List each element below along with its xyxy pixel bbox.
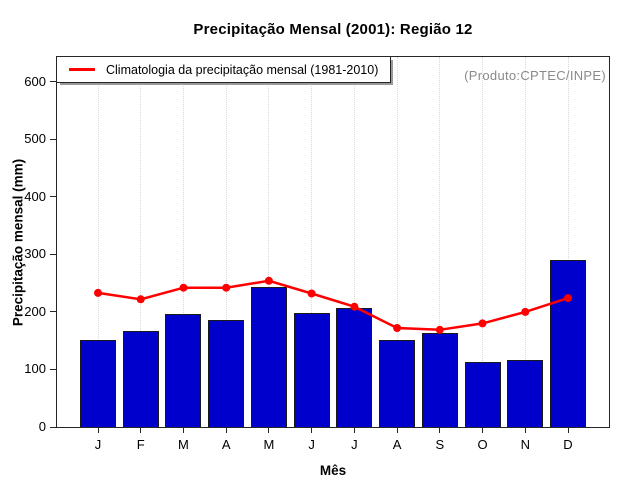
y-tick-label-200: 200 [24, 303, 46, 319]
gridline-O-9 [482, 57, 484, 427]
chart-title: Precipitação Mensal (2001): Região 12 [193, 21, 473, 38]
bar-A-3 [208, 320, 245, 427]
x-tick-M-2 [182, 427, 184, 433]
gridline-A-7 [396, 57, 398, 427]
x-tick-J-0 [97, 427, 99, 433]
y-tick-label-500: 500 [24, 131, 46, 147]
y-tick-label-100: 100 [24, 361, 46, 377]
bar-J-0 [80, 340, 116, 427]
bar-J-6 [336, 308, 373, 427]
x-tick-O-9 [482, 427, 484, 433]
bar-F-1 [122, 331, 159, 427]
x-tick-label-F-1: F [136, 437, 145, 452]
x-tick-label-D-11: D [563, 437, 573, 452]
bar-S-8 [421, 333, 458, 427]
legend-line-swatch [69, 68, 95, 71]
x-axis-title: Mês [319, 463, 347, 478]
y-tick-0 [50, 426, 56, 428]
x-tick-label-J-0: J [94, 437, 102, 452]
gridline-F-1 [140, 57, 142, 427]
gridline-M-2 [182, 57, 184, 427]
x-tick-label-S-8: S [435, 437, 445, 452]
bar-J-5 [293, 313, 330, 427]
gridline-A-3 [225, 57, 227, 427]
gridline-J-0 [97, 57, 99, 427]
legend-label: Climatologia da precipitação mensal (198… [106, 62, 379, 77]
x-tick-J-6 [353, 427, 355, 433]
y-tick-400 [50, 196, 56, 198]
gridline-D-11 [567, 57, 569, 427]
gridline-N-10 [524, 57, 526, 427]
legend: Climatologia da precipitação mensal (198… [56, 56, 392, 83]
bar-M-2 [165, 314, 202, 427]
x-tick-label-O-9: O [477, 437, 488, 452]
x-tick-S-8 [439, 427, 441, 433]
bar-M-4 [250, 287, 287, 427]
x-tick-label-J-6: J [351, 437, 358, 452]
y-tick-label-600: 600 [24, 73, 46, 89]
x-tick-D-11 [567, 427, 569, 433]
x-tick-label-A-7: A [392, 437, 402, 452]
y-tick-label-400: 400 [24, 188, 46, 204]
bar-D-11 [550, 260, 586, 427]
gridline-S-8 [439, 57, 441, 427]
bar-A-7 [379, 340, 416, 427]
y-tick-label-0: 0 [38, 419, 46, 434]
x-tick-label-J-5: J [308, 437, 315, 452]
gridline-J-5 [311, 57, 313, 427]
watermark-text: (Produto:CPTEC/INPE) [464, 68, 606, 83]
x-tick-N-10 [524, 427, 526, 433]
y-tick-label-300: 300 [24, 246, 46, 262]
y-tick-600 [50, 81, 56, 83]
x-tick-label-M-2: M [178, 437, 189, 452]
y-tick-500 [50, 138, 56, 140]
gridline-J-6 [353, 57, 355, 427]
x-tick-A-7 [396, 427, 398, 433]
bar-O-9 [464, 362, 501, 427]
x-tick-label-N-10: N [520, 437, 530, 452]
x-tick-M-4 [268, 427, 270, 433]
y-tick-200 [50, 311, 56, 313]
x-tick-A-3 [225, 427, 227, 433]
x-tick-J-5 [311, 427, 313, 433]
bar-N-10 [507, 360, 544, 427]
gridline-M-4 [268, 57, 270, 427]
y-tick-300 [50, 253, 56, 255]
x-tick-label-M-4: M [263, 437, 275, 452]
x-tick-label-A-3: A [221, 437, 231, 452]
y-tick-100 [50, 368, 56, 370]
x-tick-F-1 [140, 427, 142, 433]
plot-area: Climatologia da precipitação mensal (198… [56, 56, 610, 428]
